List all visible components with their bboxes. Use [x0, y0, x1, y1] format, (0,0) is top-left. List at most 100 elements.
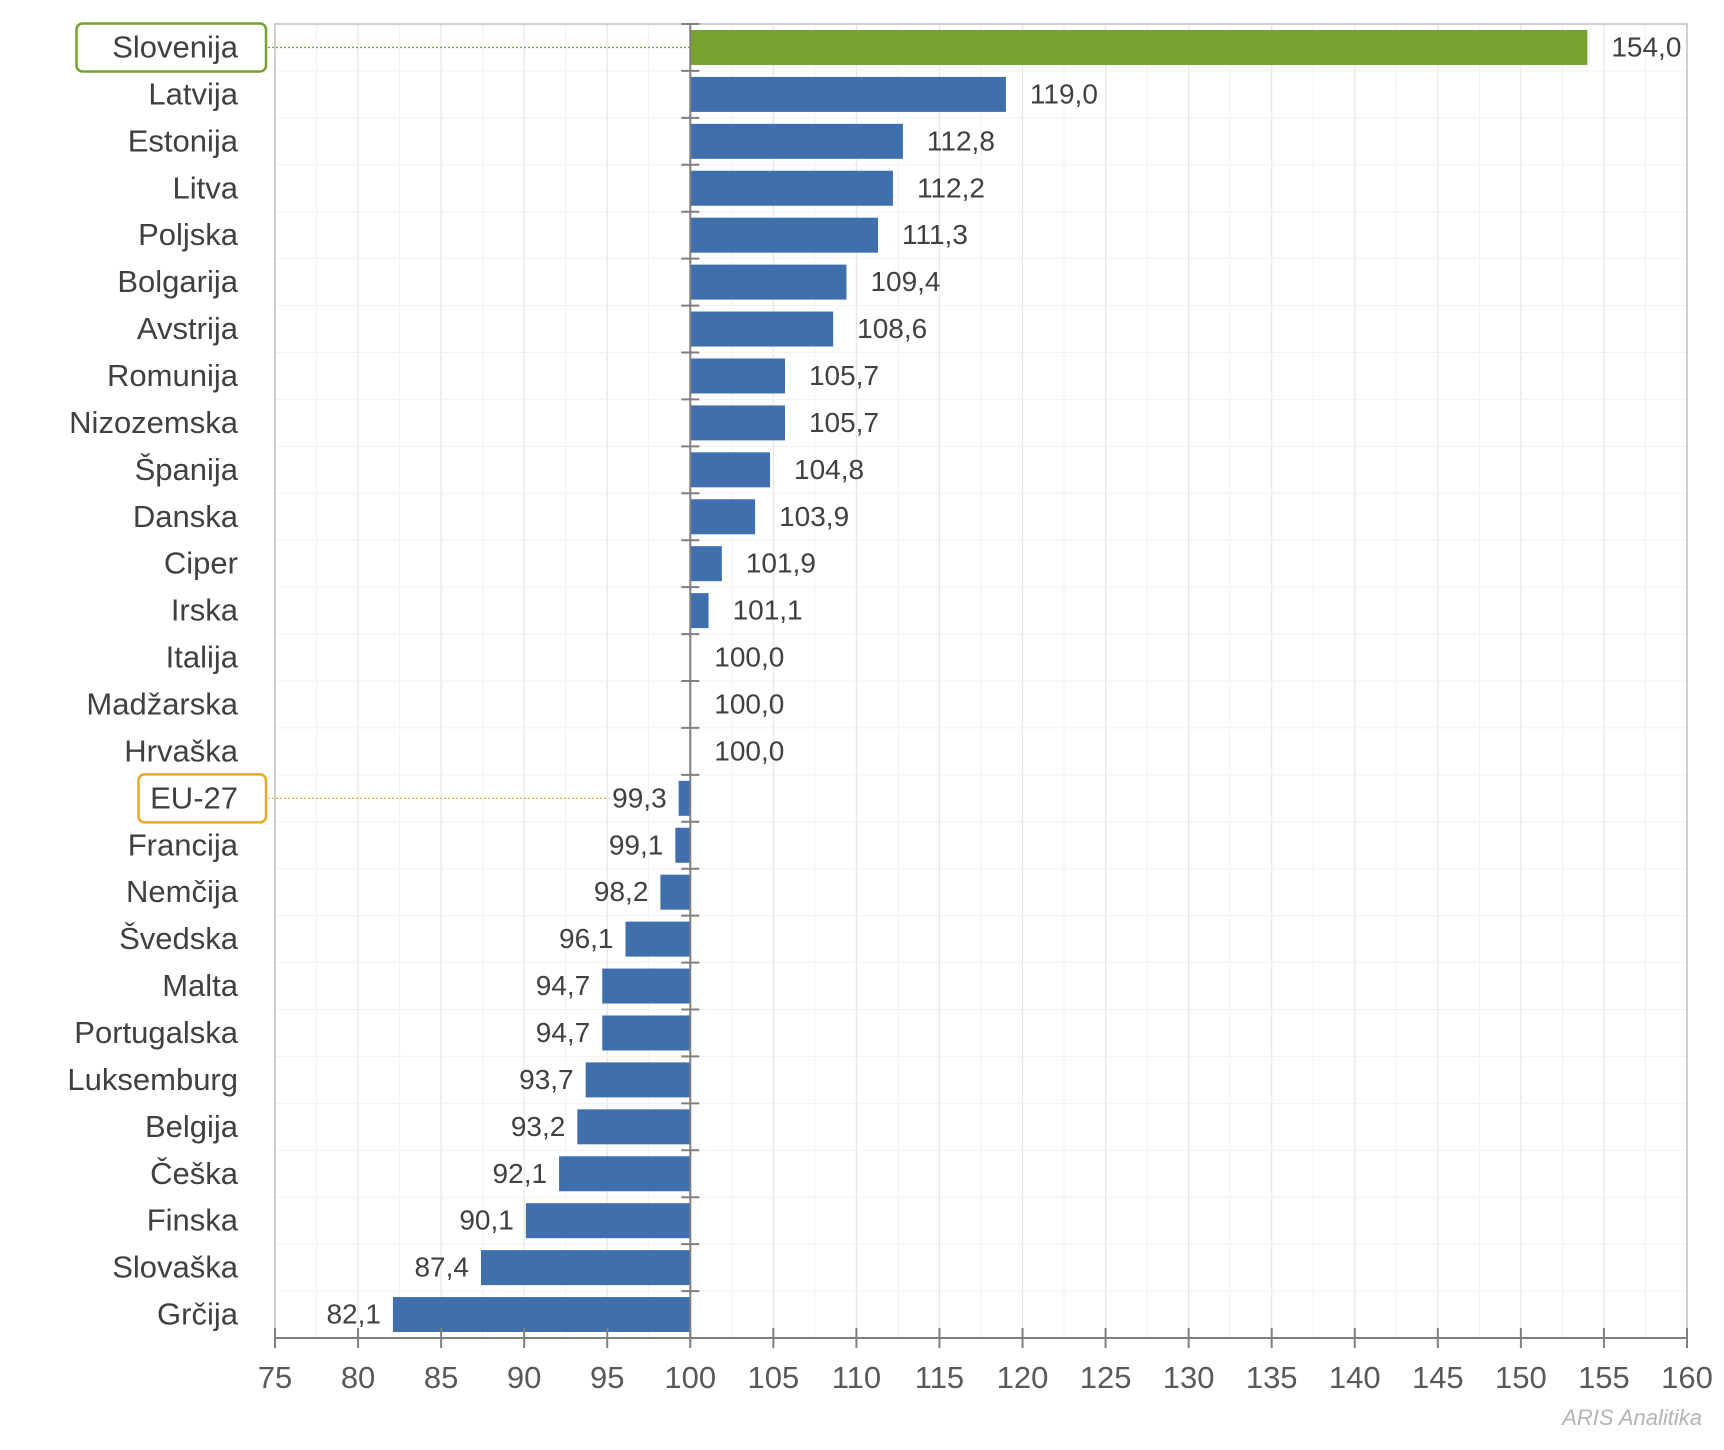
bar-ciper — [690, 546, 722, 582]
x-tick-label: 75 — [258, 1360, 292, 1395]
data-label: 99,3 — [612, 782, 667, 813]
bar-bolgarija — [690, 264, 847, 300]
x-tick-label: 150 — [1495, 1360, 1547, 1395]
data-label: 154,0 — [1611, 31, 1681, 62]
data-label: 93,2 — [511, 1111, 566, 1142]
category-label: Švedska — [119, 921, 239, 956]
x-tick-label: 100 — [664, 1360, 716, 1395]
data-label: 105,7 — [809, 360, 879, 391]
category-label: Madžarska — [86, 686, 238, 721]
category-label: Latvija — [148, 76, 238, 111]
data-label: 103,9 — [779, 501, 849, 532]
bar-nemčija — [660, 874, 691, 910]
bar-romunija — [690, 358, 785, 394]
x-tick-label: 125 — [1080, 1360, 1132, 1395]
x-tick-label: 105 — [747, 1360, 799, 1395]
category-label: Grčija — [157, 1297, 239, 1332]
category-label: Finska — [147, 1203, 239, 1238]
bar-estonija — [690, 123, 903, 159]
category-label: Avstrija — [137, 311, 239, 346]
category-label: Belgija — [145, 1109, 239, 1144]
data-label: 112,2 — [917, 172, 985, 203]
bar-češka — [559, 1156, 691, 1192]
category-label: Slovenija — [112, 29, 239, 64]
watermark: ARIS Analitika — [1562, 1405, 1702, 1430]
category-label: EU-27 — [150, 780, 238, 815]
bar-latvija — [690, 76, 1006, 112]
data-label: 87,4 — [414, 1252, 469, 1283]
data-label: 90,1 — [459, 1205, 514, 1236]
data-label: 94,7 — [536, 970, 591, 1001]
x-tick-label: 95 — [590, 1360, 624, 1395]
data-label: 112,8 — [927, 125, 995, 156]
category-label: Irska — [171, 593, 239, 628]
data-label: 119,0 — [1030, 78, 1098, 109]
data-label: 93,7 — [519, 1064, 574, 1095]
data-label: 111,3 — [902, 219, 968, 250]
category-label: Danska — [133, 499, 239, 534]
bar-luksemburg — [585, 1062, 691, 1098]
category-label: Portugalska — [74, 1015, 238, 1050]
bar-irska — [690, 593, 709, 629]
bar-poljska — [690, 217, 879, 253]
x-tick-label: 160 — [1661, 1360, 1713, 1395]
category-label: Romunija — [107, 358, 239, 393]
x-tick-label: 90 — [507, 1360, 541, 1395]
x-tick-label: 155 — [1578, 1360, 1630, 1395]
category-label: Francija — [128, 827, 239, 862]
x-tick-label: 120 — [997, 1360, 1049, 1395]
data-label: 100,0 — [714, 735, 784, 766]
category-label: Bolgarija — [117, 264, 238, 299]
x-tick-label: 115 — [915, 1360, 964, 1395]
bar-slovenija — [690, 29, 1588, 65]
data-label: 94,7 — [536, 1017, 591, 1048]
data-label: 101,9 — [746, 548, 816, 579]
bar-grčija — [392, 1297, 691, 1333]
data-label: 101,1 — [733, 595, 803, 626]
category-label: Nemčija — [126, 874, 239, 909]
data-label: 105,7 — [809, 407, 879, 438]
bar-portugalska — [602, 1015, 691, 1051]
category-label: Estonija — [128, 123, 239, 158]
bar-nizozemska — [690, 405, 785, 441]
category-label: Luksemburg — [67, 1062, 238, 1097]
bar-avstrija — [690, 311, 834, 347]
bar-francija — [675, 827, 691, 863]
x-tick-label: 80 — [341, 1360, 375, 1395]
bar-švedska — [625, 921, 691, 957]
x-tick-label: 135 — [1246, 1360, 1298, 1395]
x-tick-label: 130 — [1163, 1360, 1215, 1395]
category-label: Češka — [150, 1156, 239, 1191]
bar-malta — [602, 968, 691, 1004]
category-label: Hrvaška — [124, 733, 238, 768]
category-label: Španija — [135, 452, 239, 487]
data-label: 104,8 — [794, 454, 864, 485]
x-tick-label: 140 — [1329, 1360, 1381, 1395]
data-label: 100,0 — [714, 688, 784, 719]
data-label: 108,6 — [857, 313, 927, 344]
x-tick-label: 145 — [1412, 1360, 1464, 1395]
category-label: Litva — [173, 170, 239, 205]
highlight-box — [75, 22, 268, 73]
category-label: Slovaška — [112, 1250, 239, 1285]
category-label: Poljska — [138, 217, 239, 252]
bar-belgija — [577, 1109, 691, 1145]
category-label: Malta — [162, 968, 239, 1003]
bar-danska — [690, 499, 756, 535]
data-label: 99,1 — [609, 829, 664, 860]
data-label: 82,1 — [326, 1299, 381, 1330]
category-label: Nizozemska — [69, 405, 239, 440]
data-label: 100,0 — [714, 642, 784, 673]
x-tick-label: 110 — [832, 1360, 881, 1395]
category-label: Ciper — [164, 546, 238, 581]
x-tick-label: 85 — [424, 1360, 458, 1395]
bar-eu-27 — [678, 780, 691, 816]
bar-španija — [690, 452, 771, 488]
highlight-box — [137, 773, 268, 824]
category-label: Italija — [166, 640, 239, 675]
data-label: 96,1 — [559, 923, 614, 954]
bar-finska — [525, 1203, 691, 1239]
data-label: 92,1 — [493, 1158, 548, 1189]
